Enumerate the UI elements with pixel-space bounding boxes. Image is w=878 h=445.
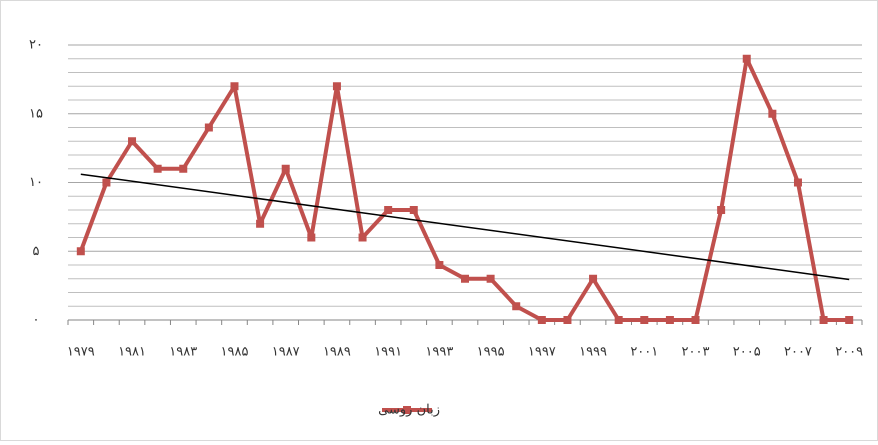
x-tick-label: ۱۹۹۷: [528, 345, 556, 360]
x-tick-label: ۲۰۰۱: [630, 345, 658, 360]
point-marker: [435, 261, 444, 269]
x-tick-label: ۲۰۰۷: [784, 345, 812, 360]
legend-marker: [403, 406, 411, 414]
x-tick-label: ۱۹۹۵: [477, 345, 505, 360]
point-marker: [179, 164, 188, 173]
point-marker: [358, 233, 367, 242]
x-tick-label: ۱۹۹۱: [374, 345, 402, 360]
point-marker: [845, 316, 854, 324]
point-marker: [281, 164, 290, 173]
point-marker: [204, 123, 213, 132]
point-marker: [486, 274, 495, 283]
point-marker: [665, 316, 674, 324]
point-marker: [128, 137, 137, 146]
point-marker: [537, 316, 546, 324]
y-tick-label: ۰: [33, 313, 40, 328]
point-marker: [153, 164, 162, 173]
x-tick-label: ۲۰۰۹: [835, 345, 863, 360]
x-tick-label: ۱۹۹۹: [579, 345, 607, 360]
point-marker: [409, 206, 418, 214]
x-tick-label: ۱۹۸۷: [272, 345, 300, 360]
x-tick-label: ۱۹۸۵: [221, 345, 249, 360]
x-tick-label: ۲۰۰۳: [682, 345, 710, 360]
point-marker: [640, 316, 649, 324]
y-tick-label: ۲۰: [29, 38, 43, 53]
point-marker: [691, 316, 700, 324]
x-tick-label: ۱۹۷۹: [67, 345, 95, 360]
x-tick-label: ۱۹۸۹: [323, 345, 351, 360]
point-marker: [461, 274, 469, 283]
point-marker: [563, 316, 572, 324]
x-tick-label: ۱۹۹۳: [425, 345, 453, 360]
point-marker: [512, 302, 521, 311]
trendline: [80, 173, 850, 281]
point-marker: [332, 82, 341, 91]
point-marker: [793, 178, 802, 187]
y-tick-label: ۱۰: [29, 175, 43, 190]
x-tick-label: ۱۹۸۱: [118, 345, 146, 360]
point-marker: [717, 206, 726, 214]
point-marker: [102, 178, 111, 187]
point-marker: [742, 54, 751, 63]
point-marker: [614, 316, 623, 324]
x-tick-label: ۲۰۰۵: [733, 345, 761, 360]
point-marker: [307, 233, 316, 242]
point-marker: [230, 82, 239, 91]
x-tick-label: ۱۹۸۳: [169, 345, 197, 360]
y-tick-label: ۵: [33, 244, 40, 259]
point-marker: [384, 206, 393, 214]
legend-label: زبان روسی: [378, 403, 440, 418]
y-tick-label: ۱۵: [29, 106, 43, 121]
point-marker: [256, 219, 265, 228]
point-marker: [76, 247, 85, 256]
point-marker: [589, 274, 598, 283]
point-marker: [819, 316, 828, 324]
point-marker: [768, 109, 777, 118]
